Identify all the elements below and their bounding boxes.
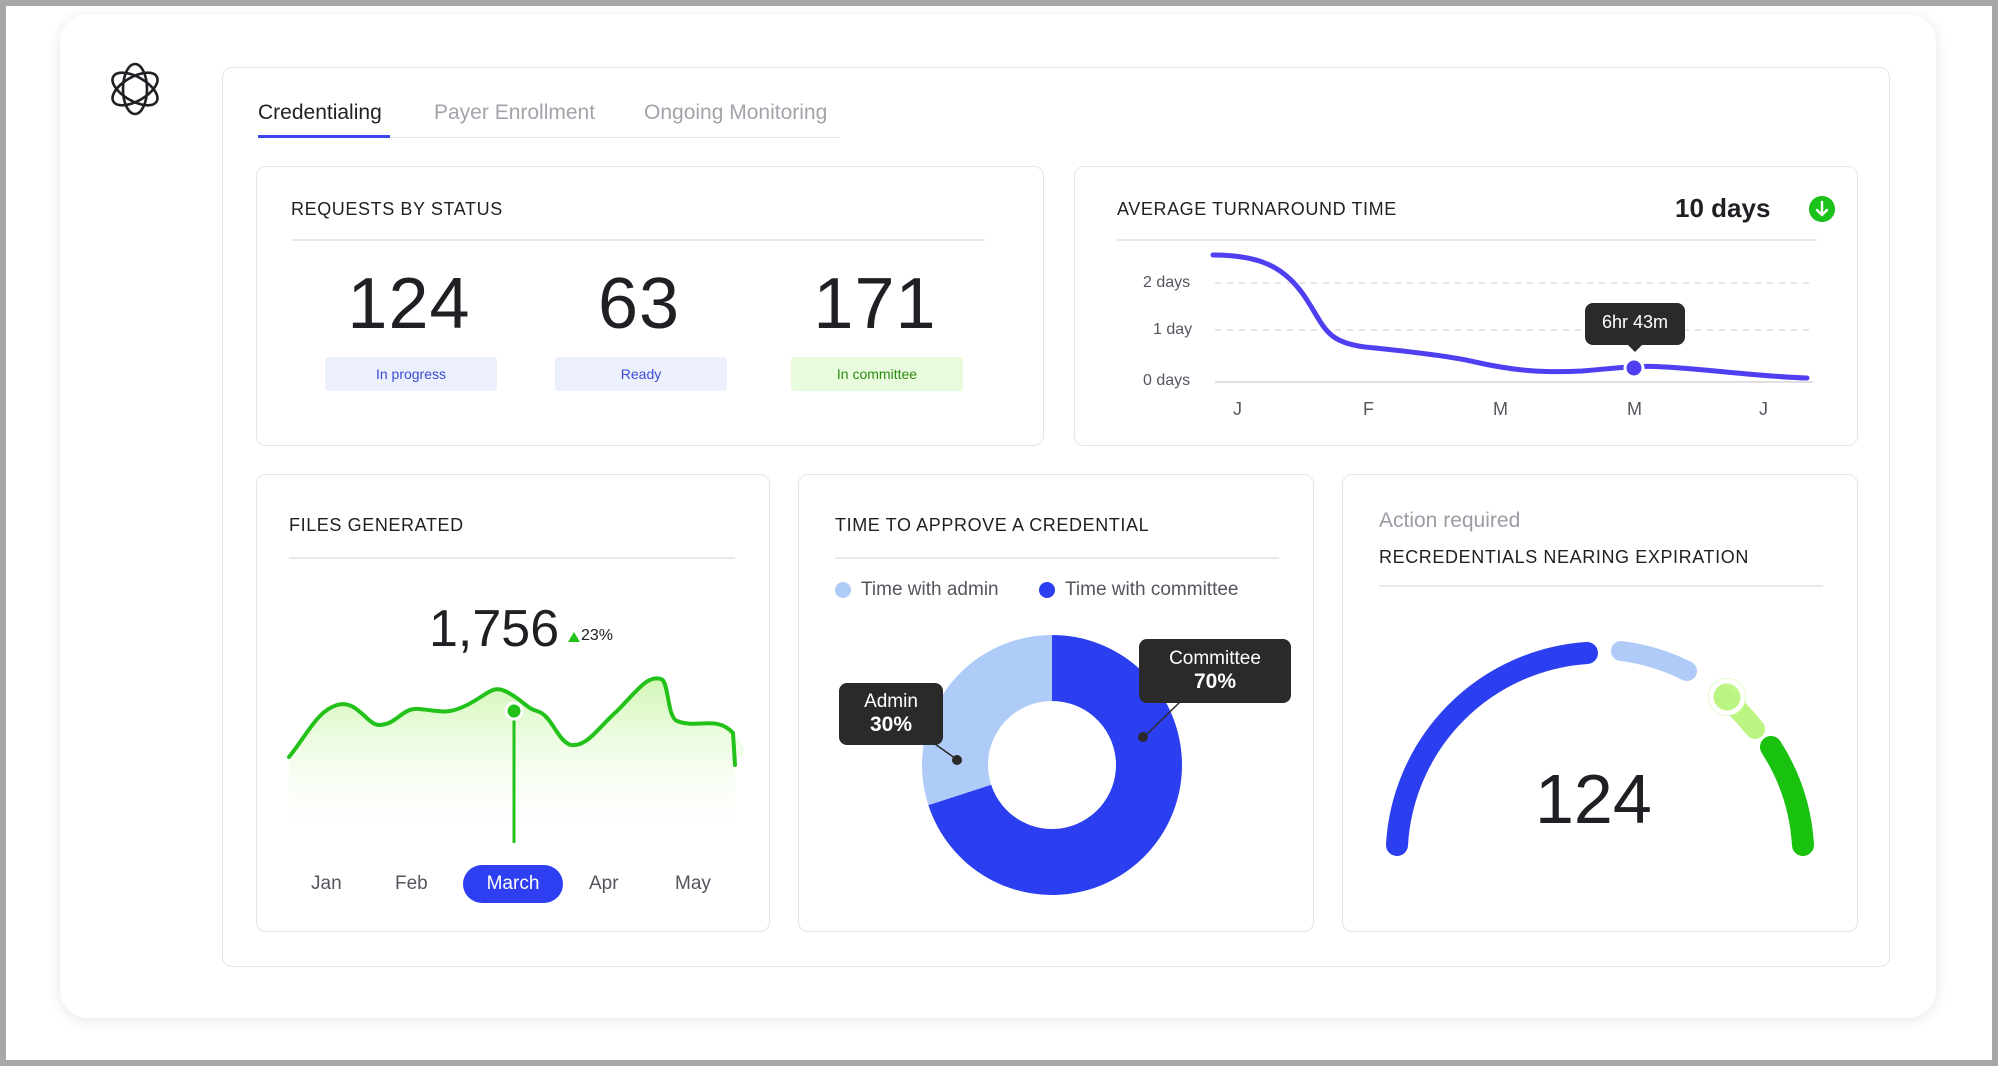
- widget-title: AVERAGE TURNAROUND TIME: [1117, 199, 1397, 219]
- turnaround-highlight-point: [1623, 357, 1645, 379]
- active-tab-indicator: [258, 135, 390, 138]
- legend-label: Time with committee: [1065, 579, 1239, 600]
- files-area-chart: [287, 676, 745, 845]
- y-tick-label: 2 days: [1143, 274, 1191, 291]
- in-progress-count: 124: [347, 264, 471, 344]
- turnaround-tooltip: 6hr 43m: [1585, 303, 1685, 345]
- files-count: 1,756: [429, 600, 560, 658]
- gauge-segment-blue: [1386, 642, 1598, 856]
- turnaround-widget: AVERAGE TURNAROUND TIME 10 days 2 days 1…: [1074, 166, 1858, 446]
- arrow-down-icon: [1809, 196, 1835, 222]
- triangle-up-icon: [568, 632, 580, 642]
- month-option-march-selected[interactable]: March: [463, 865, 563, 903]
- in-committee-count: 171: [813, 264, 937, 344]
- gauge-knob: [1708, 678, 1746, 716]
- legend-swatch: [835, 582, 851, 598]
- admin-callout: Admin 30%: [839, 683, 943, 745]
- files-delta: 23%: [581, 627, 614, 644]
- legend-admin: Time with admin: [835, 579, 999, 601]
- x-tick-label: M: [1493, 399, 1508, 419]
- committee-callout-label: Committee: [1169, 648, 1261, 669]
- legend-swatch: [1039, 582, 1055, 598]
- turnaround-line: [1210, 252, 1810, 381]
- y-tick-label: 0 days: [1143, 372, 1191, 389]
- tab-ongoing-monitoring[interactable]: Ongoing Monitoring: [644, 101, 828, 124]
- divider: [291, 239, 985, 241]
- x-tick-label: J: [1233, 399, 1242, 419]
- divider: [1117, 239, 1817, 241]
- tab-bar: Credentialing Payer Enrollment Ongoing M…: [258, 98, 840, 138]
- turnaround-line-chart: [1210, 252, 1813, 383]
- legend-committee: Time with committee: [1039, 579, 1239, 601]
- app-logo-icon: [111, 62, 159, 116]
- recredentials-widget: Action required RECREDENTIALS NEARING EX…: [1342, 474, 1858, 932]
- month-option-jan[interactable]: Jan: [311, 873, 342, 894]
- admin-callout-label: Admin: [864, 691, 918, 712]
- status-badge-in-progress: In progress: [325, 357, 497, 391]
- x-tick-label: J: [1759, 399, 1768, 419]
- legend-label: Time with admin: [861, 579, 999, 600]
- month-option-may[interactable]: May: [675, 873, 711, 894]
- recredentials-gauge: [1386, 641, 1814, 856]
- recredentials-count: 124: [1535, 760, 1652, 838]
- month-option-feb[interactable]: Feb: [395, 873, 428, 894]
- files-highlight-point: [504, 701, 524, 721]
- ready-count: 63: [597, 264, 681, 344]
- widget-title: REQUESTS BY STATUS: [291, 199, 503, 219]
- widget-title: FILES GENERATED: [289, 515, 464, 535]
- committee-callout: Committee 70%: [1139, 639, 1291, 703]
- divider: [1379, 585, 1823, 587]
- divider: [289, 557, 735, 559]
- y-tick-label: 1 day: [1153, 321, 1193, 338]
- x-tick-label: M: [1627, 399, 1642, 419]
- files-generated-widget: FILES GENERATED 1,756 23% Jan Feb March …: [256, 474, 770, 932]
- files-line: [287, 676, 737, 767]
- committee-callout-value: 70%: [1193, 670, 1237, 693]
- tab-payer-enrollment[interactable]: Payer Enrollment: [434, 101, 596, 124]
- tab-credentialing[interactable]: Credentialing: [258, 101, 382, 124]
- x-tick-label: F: [1363, 399, 1374, 419]
- gauge-segment-light-blue: [1611, 641, 1697, 681]
- donut-slice-committee: [928, 635, 1182, 895]
- requests-by-status-widget: REQUESTS BY STATUS 124 In progress 63 Re…: [256, 166, 1044, 446]
- action-required-label: Action required: [1379, 509, 1521, 532]
- widget-title: TIME TO APPROVE A CREDENTIAL: [835, 515, 1150, 535]
- status-badge-in-committee: In committee: [791, 357, 963, 391]
- widget-title: RECREDENTIALS NEARING EXPIRATION: [1379, 547, 1749, 567]
- turnaround-value: 10 days: [1675, 193, 1771, 223]
- divider: [835, 557, 1279, 559]
- gauge-segment-green: [1760, 736, 1814, 856]
- status-badge-ready: Ready: [555, 357, 727, 391]
- month-option-apr[interactable]: Apr: [589, 873, 619, 894]
- time-to-approve-widget: TIME TO APPROVE A CREDENTIAL Time with a…: [798, 474, 1314, 932]
- admin-callout-value: 30%: [869, 713, 913, 736]
- tooltip-pointer: [1627, 344, 1643, 352]
